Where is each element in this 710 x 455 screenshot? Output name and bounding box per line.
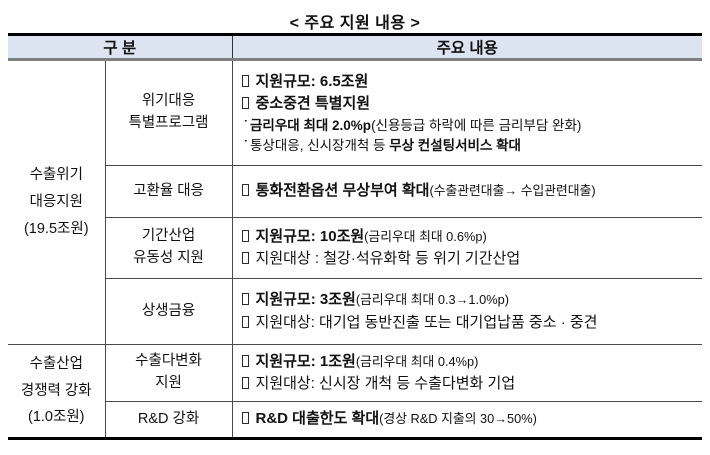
square-bullet-icon [241,412,249,425]
content-line: 지원규모: 10조원(금리우대 최대 0.6%p) [241,226,699,249]
square-bullet-icon [241,74,249,87]
category-cell: 기간산업 유동성 지원 [104,217,233,279]
col-header-category: 구 분 [8,34,233,61]
group-cell: 수출위기 대응지원 (19.5조원) [8,59,105,345]
table-header: 구 분 주요 내용 [8,34,703,61]
text-segment: 지원규모: 10조원 [255,227,365,245]
page-title: < 주요 지원 내용 > [289,15,421,32]
table-row: 기간산업 유동성 지원 지원규모: 10조원(금리우대 최대 0.6%p) 지원대상 … [8,217,703,279]
text-segment: 통상대응, 신시장개척 등 [250,137,390,153]
square-bullet-icon [241,184,249,197]
content-cell: 지원규모: 10조원(금리우대 최대 0.6%p) 지원대상 : 철강·석유화학 … [231,217,703,279]
content-line: 통화전환옵션 무상부여 확대(수출관련대출→ 수입관련대출) [241,180,699,203]
content-line: 중소중견 특별지원 [241,93,699,116]
text-segment: 지원규모: 6.5조원 [255,72,369,90]
text-segment: 지원규모: 3조원 [255,291,356,308]
square-bullet-icon [241,97,249,110]
text-segment: 통화전환옵션 무상부여 확대 [255,182,430,200]
text-segment: (금리우대 최대 0.3→1.0%p) [355,292,509,307]
content-line: 지원규모: 6.5조원 [241,71,699,94]
category-cell: 고환율 대응 [104,165,233,218]
text-segment: 지원대상: 대기업 동반진출 또는 대기업납품 중소 · 중견 [255,313,598,331]
content-line: 지원규모: 3조원(금리우대 최대 0.3→1.0%p) [241,289,699,312]
content-line: 지원대상: 대기업 동반진출 또는 대기업납품 중소 · 중견 [241,312,699,335]
text-segment: 지원대상: 신시장 개척 등 수출다변화 기업 [255,375,516,392]
content-line: 지원규모: 1조원(금리우대 최대 0.4%p) [241,351,699,374]
square-bullet-icon [241,252,249,264]
content-line: ˙ 금리우대 최대 2.0%p(신용등급 하락에 따른 금리부담 완화) [242,116,699,136]
dot-bullet-icon: ˙ [243,117,249,133]
text-segment: 금리우대 최대 2.0%p [250,117,372,133]
category-cell: 위기대응 특별프로그램 [104,59,233,166]
text-segment: 중소중견 특별지원 [255,95,371,113]
group-cell: 수출산업 경쟁력 강화 (1.0조원) [8,344,105,439]
header-row: 구 분 주요 내용 [8,34,703,61]
text-segment: R&D 대출한도 확대 [255,410,380,428]
table-row: R&D 강화 R&D 대출한도 확대(경상 R&D 지출의 30→50%) [8,401,703,439]
text-segment: (경상 R&D 지출의 30→50%) [379,411,537,427]
content-line: ˙ 통상대응, 신시장개척 등 무상 컨설팅서비스 확대 [242,136,699,156]
dot-bullet-icon: ˙ [243,137,249,153]
category-cell: 상생금융 [104,278,233,345]
text-segment: 지원규모: 1조원 [255,352,356,370]
content-line: 지원대상: 신시장 개척 등 수출다변화 기업 [241,373,699,396]
content-cell: 지원규모: 1조원(금리우대 최대 0.4%p) 지원대상: 신시장 개척 등 수… [231,344,703,402]
content-line: 지원대상 : 철강·석유화학 등 위기 기간산업 [241,248,699,271]
text-segment: (금리우대 최대 0.4%p) [355,353,479,369]
support-table: 구 분 주요 내용 수출위기 대응지원 (19.5조원) 위기대응 특별프로그램 지원규모… [8,33,703,440]
table-body: 수출위기 대응지원 (19.5조원) 위기대응 특별프로그램 지원규모: 6.5조원 중소중… [8,59,703,439]
content-cell: R&D 대출한도 확대(경상 R&D 지출의 30→50%) [231,401,703,439]
text-segment: 무상 컨설팅서비스 확대 [389,137,521,153]
content-cell: 지원규모: 3조원(금리우대 최대 0.3→1.0%p) 지원대상: 대기업 동반… [231,278,703,345]
col-header-content: 주요 내용 [232,34,703,61]
content-line: R&D 대출한도 확대(경상 R&D 지출의 30→50%) [241,408,699,431]
content-cell: 통화전환옵션 무상부여 확대(수출관련대출→ 수입관련대출) [231,165,703,218]
table-row: 상생금융 지원규모: 3조원(금리우대 최대 0.3→1.0%p) 지원대상: 대기… [8,278,703,345]
text-segment: (수출관련대출→ 수입관련대출) [429,183,596,199]
table-row: 수출산업 경쟁력 강화 (1.0조원) 수출다변화 지원 지원규모: 1조원(금리우대 최… [8,344,703,439]
square-bullet-icon [241,315,249,328]
category-cell: 수출다변화 지원 [104,344,233,402]
square-bullet-icon [241,377,249,389]
category-cell: R&D 강화 [104,401,233,439]
square-bullet-icon [241,354,249,367]
text-segment: (신용등급 하락에 따른 금리부담 완화) [371,117,582,133]
table-row: 고환율 대응 통화전환옵션 무상부여 확대(수출관련대출→ 수입관련대출) [8,165,703,218]
square-bullet-icon [241,229,249,242]
text-segment: 지원대상 : 철강·석유화학 등 위기 기간산업 [255,250,521,267]
table-row: 수출위기 대응지원 (19.5조원) 위기대응 특별프로그램 지원규모: 6.5조원 중소중… [8,59,703,345]
square-bullet-icon [241,293,249,305]
text-segment: (금리우대 최대 0.6%p) [364,228,487,244]
